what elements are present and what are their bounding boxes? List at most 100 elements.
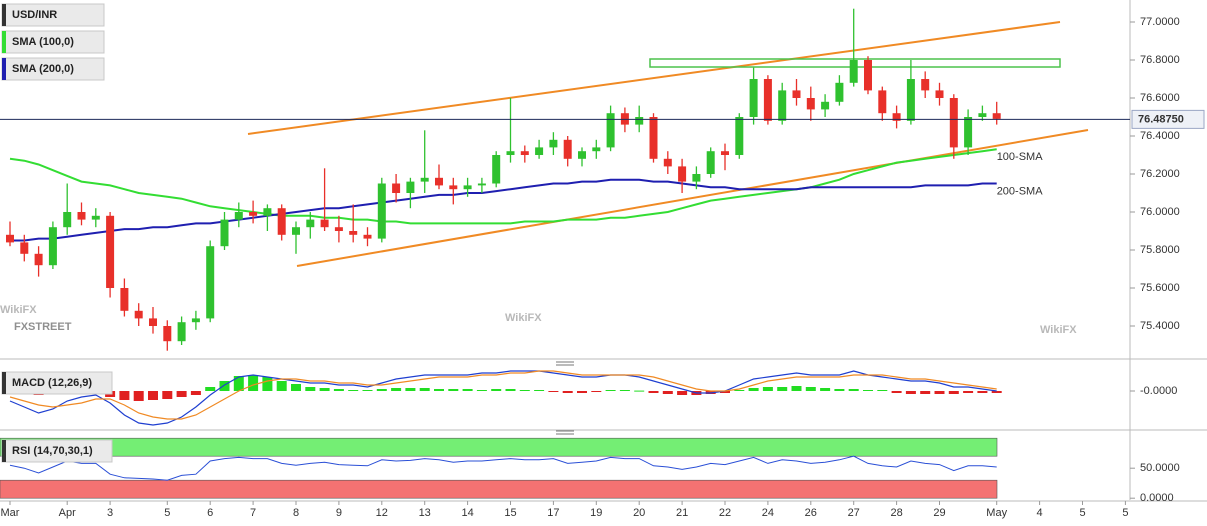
histogram-bar bbox=[734, 390, 745, 391]
histogram-bar bbox=[519, 390, 530, 391]
x-tick-label: 29 bbox=[933, 507, 945, 519]
histogram-bar bbox=[577, 391, 587, 393]
y-tick-label: 75.6000 bbox=[1140, 282, 1180, 294]
candle-body bbox=[649, 117, 658, 159]
watermark: WikiFX bbox=[1040, 324, 1077, 336]
candle-body bbox=[477, 183, 486, 186]
current-price-label: 76.48750 bbox=[1138, 113, 1184, 125]
legend-item[interactable]: SMA (100,0) bbox=[1, 30, 105, 54]
histogram-bar bbox=[948, 391, 959, 394]
current-price-box bbox=[1131, 109, 1205, 129]
series-line bbox=[10, 178, 997, 242]
histogram-bar bbox=[205, 387, 216, 391]
x-tick-label: 8 bbox=[293, 507, 299, 519]
plot-layer: Mar Apr 3 5 6 7 8 9 12 13 14 15 17 19 20 21 22 24 26 27 28 29… bbox=[0, 8, 1205, 519]
candle-body bbox=[949, 98, 958, 148]
histogram-bar bbox=[963, 391, 974, 393]
legend-item[interactable]: SMA (200,0) bbox=[1, 57, 105, 81]
candle-body bbox=[120, 288, 129, 311]
candle-body bbox=[563, 139, 572, 159]
histogram-bar bbox=[419, 388, 430, 391]
candle-body bbox=[263, 208, 272, 216]
indicator-label: MACD (12,26,9) bbox=[12, 377, 92, 389]
x-tick-label: 6 bbox=[207, 507, 213, 519]
histogram-bar bbox=[462, 389, 473, 391]
x-tick-label: 7 bbox=[250, 507, 256, 519]
watermark: WikiFX bbox=[0, 304, 37, 316]
candle-body bbox=[449, 185, 458, 190]
histogram-bar bbox=[820, 388, 831, 391]
candle-body bbox=[191, 318, 200, 323]
candle-body bbox=[34, 253, 43, 266]
histogram-bar bbox=[562, 391, 573, 393]
candle-body bbox=[792, 90, 801, 99]
histogram-bar bbox=[176, 391, 187, 397]
histogram-bar bbox=[448, 389, 459, 391]
x-tick-label: 12 bbox=[376, 507, 388, 519]
x-tick-label: 19 bbox=[590, 507, 602, 519]
x-tick-label: 26 bbox=[805, 507, 817, 519]
candle-body bbox=[377, 183, 386, 239]
x-tick-label: 13 bbox=[419, 507, 431, 519]
legend-item[interactable]: USD/INR bbox=[1, 3, 105, 27]
candle-body bbox=[635, 117, 644, 125]
candle-body bbox=[678, 166, 687, 182]
x-tick-label: 5 bbox=[1079, 507, 1085, 519]
candle-body bbox=[106, 215, 115, 289]
candle-body bbox=[592, 147, 601, 152]
histogram-bar bbox=[591, 391, 602, 392]
legend-item[interactable]: RSI (14,70,30,1) bbox=[1, 439, 113, 463]
series-line bbox=[9, 370, 997, 420]
histogram-bar bbox=[376, 389, 387, 391]
candle-body bbox=[935, 90, 944, 99]
x-tick-label: 4 bbox=[1037, 507, 1043, 519]
histogram-bar bbox=[619, 390, 630, 391]
y-tick-label: 75.4000 bbox=[1140, 320, 1180, 332]
x-tick-label: 20 bbox=[633, 507, 645, 519]
panel-grip[interactable] bbox=[556, 361, 574, 366]
x-tick-label: 5 bbox=[164, 507, 170, 519]
candle-body bbox=[334, 227, 343, 232]
candle-body bbox=[435, 177, 443, 186]
candle-body bbox=[249, 212, 258, 216]
candle-body bbox=[6, 234, 14, 243]
candle-body bbox=[835, 82, 844, 102]
histogram-bar bbox=[362, 390, 373, 391]
histogram-bar bbox=[276, 381, 287, 391]
legend-item[interactable]: MACD (12,26,9) bbox=[1, 371, 113, 395]
x-tick-label: 9 bbox=[336, 507, 342, 519]
candle-body bbox=[292, 227, 300, 235]
candle-body bbox=[964, 117, 973, 148]
x-tick-label: 28 bbox=[890, 507, 902, 519]
histogram-bar bbox=[834, 389, 845, 391]
series-line bbox=[9, 455, 997, 481]
candle-body bbox=[463, 185, 472, 190]
candle-body bbox=[992, 113, 1001, 119]
candle-body bbox=[349, 231, 358, 235]
histogram-bar bbox=[190, 391, 201, 395]
x-tick-label: 3 bbox=[107, 507, 113, 519]
panel-grip[interactable] bbox=[556, 430, 574, 435]
candle-body bbox=[392, 183, 401, 194]
x-tick-label: 17 bbox=[547, 507, 559, 519]
x-tick-label: 27 bbox=[848, 507, 860, 519]
candle-body bbox=[806, 98, 815, 110]
histogram-bar bbox=[720, 391, 730, 393]
candle-body bbox=[878, 90, 887, 114]
series-line bbox=[9, 148, 997, 225]
histogram-bar bbox=[805, 387, 816, 391]
candle-body bbox=[763, 79, 772, 121]
histogram-bar bbox=[119, 391, 130, 400]
candle-body bbox=[492, 155, 501, 184]
y-tick-label: 76.8000 bbox=[1140, 54, 1180, 66]
watermark-layer: FXSTREET WikiFX WikiFX WikiFX bbox=[0, 304, 1077, 336]
candle-body bbox=[177, 322, 186, 342]
candle-body bbox=[906, 79, 915, 121]
legend-label: SMA (200,0) bbox=[12, 63, 74, 75]
x-tick-label: 14 bbox=[461, 507, 473, 519]
candle-body bbox=[749, 79, 758, 118]
histogram-bar bbox=[476, 390, 487, 391]
histogram-bar bbox=[405, 388, 416, 391]
histogram-bar bbox=[762, 387, 773, 391]
